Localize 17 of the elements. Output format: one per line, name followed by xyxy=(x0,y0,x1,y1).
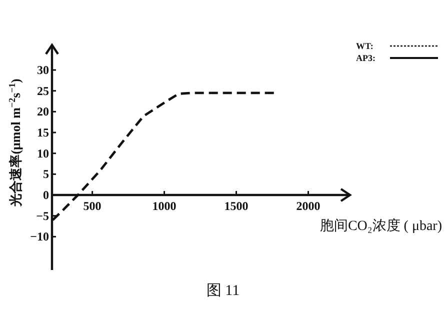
x-tick-label: 1500 xyxy=(224,199,248,213)
x-tick-label: 500 xyxy=(83,199,102,213)
legend-label: AP3: xyxy=(356,53,376,63)
y-tick-label: −5 xyxy=(36,208,49,223)
y-tick-label: 20 xyxy=(37,104,49,119)
x-axis-title: 胞间CO₂浓度 ( μbar) xyxy=(320,218,442,234)
y-tick-label: −10 xyxy=(30,230,49,244)
text: WT: xyxy=(356,41,374,51)
x-tick-label: 1000 xyxy=(152,199,176,213)
y-tick-label: 5 xyxy=(43,167,49,182)
y-tick-label: 10 xyxy=(37,146,49,160)
y-tick-label: 15 xyxy=(37,126,49,140)
caption: 图 11 xyxy=(206,283,240,299)
y-tick-label: 0 xyxy=(43,188,49,202)
x-tick-label: 2000 xyxy=(296,199,320,213)
y-tick-label: 25 xyxy=(37,84,49,98)
y-tick-label: 30 xyxy=(37,63,49,77)
